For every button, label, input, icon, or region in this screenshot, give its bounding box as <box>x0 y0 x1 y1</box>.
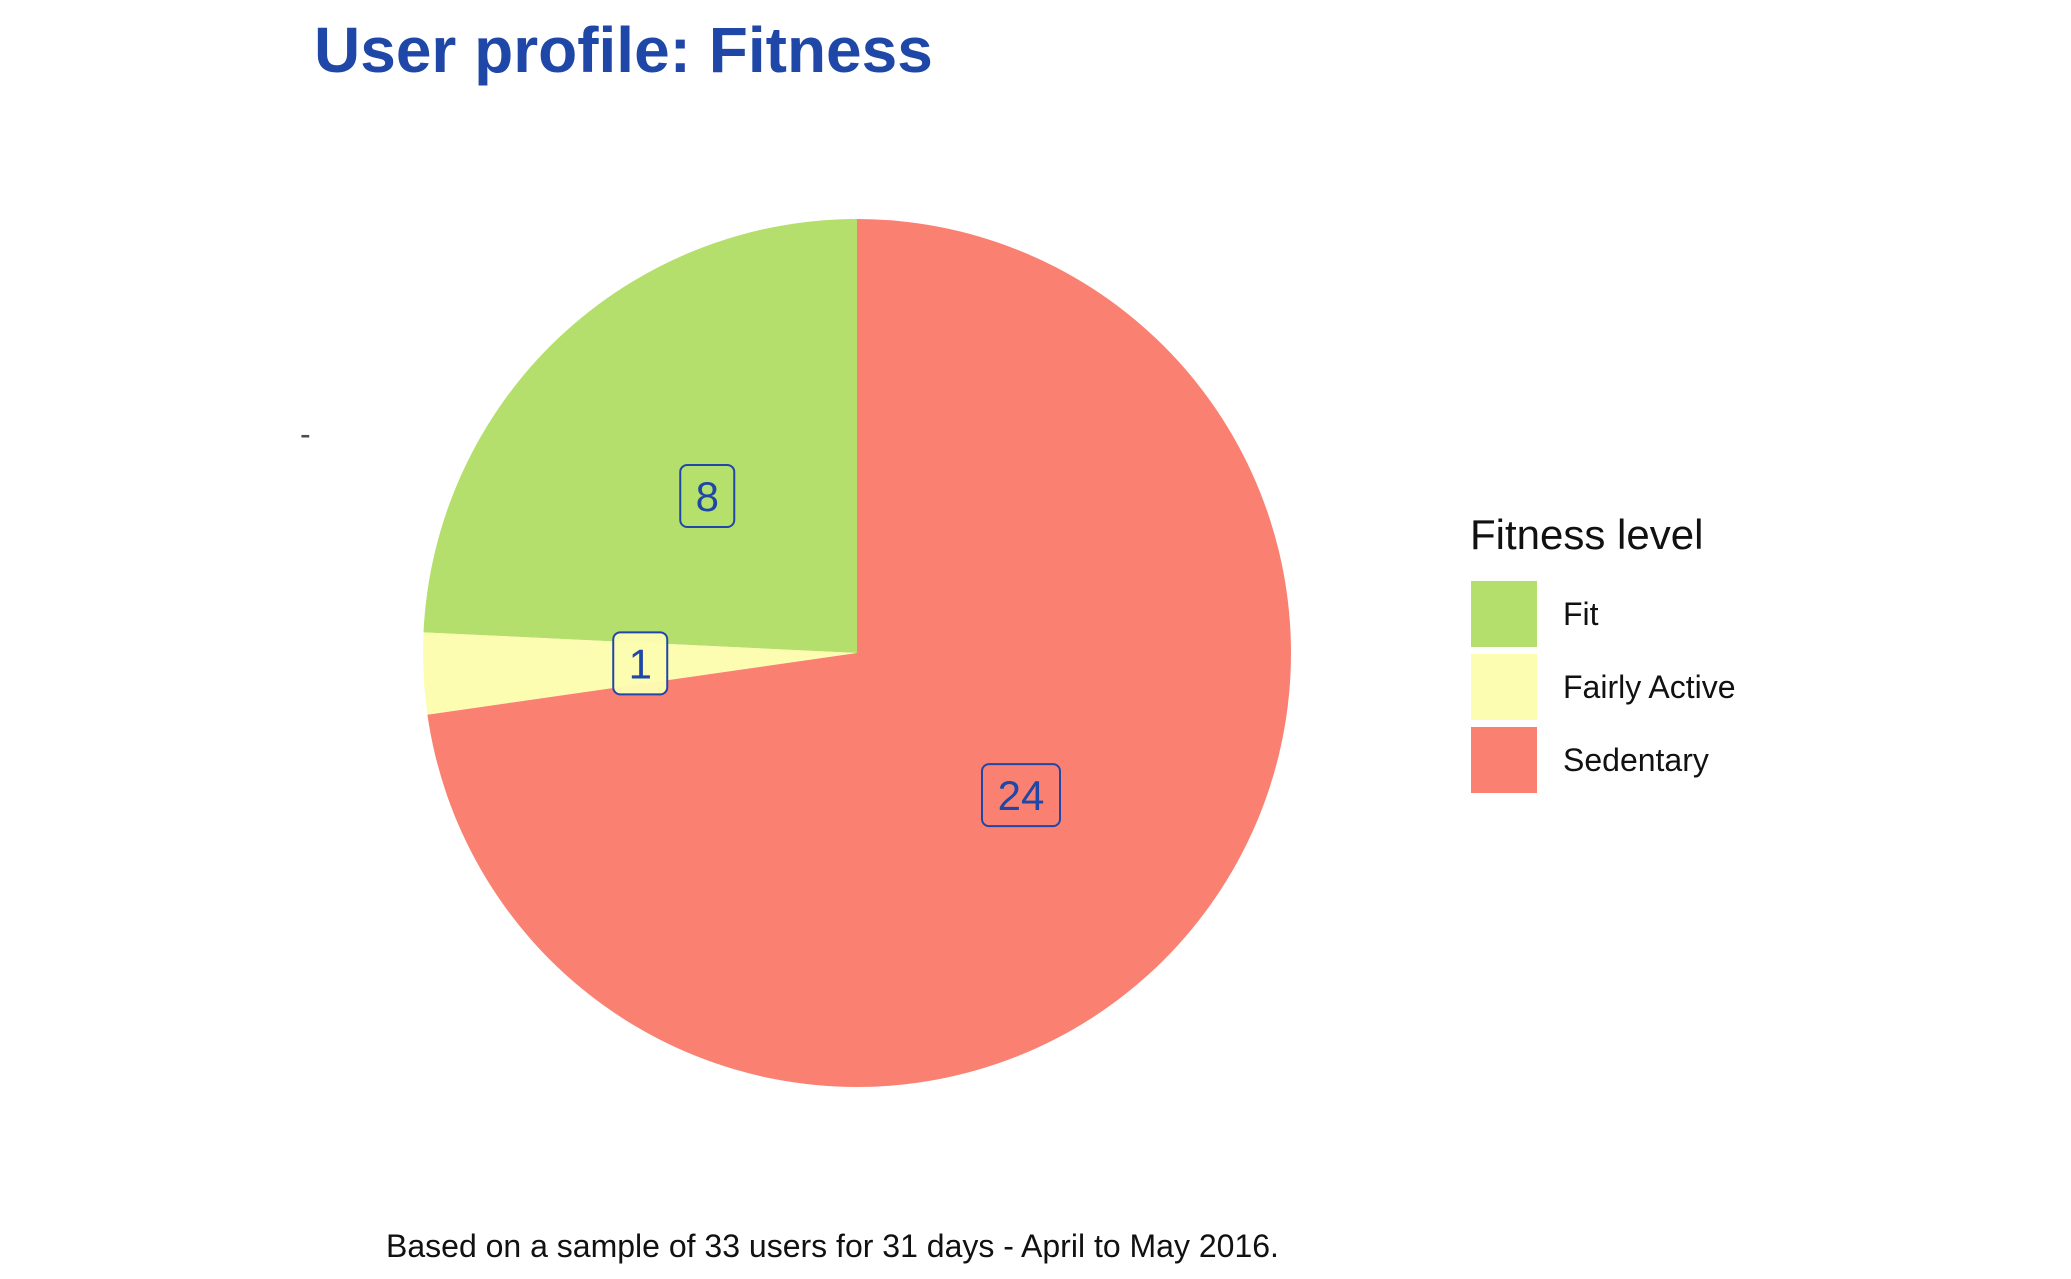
axis-tick-label: - <box>300 416 311 452</box>
data-label-value: 24 <box>998 772 1045 819</box>
data-label-value: 1 <box>629 640 652 687</box>
data-label-fit: 8 <box>679 463 736 528</box>
chart-title: User profile: Fitness <box>314 14 933 86</box>
legend-key-fit <box>1469 579 1539 649</box>
legend-items: Fit Fairly Active Sedentary <box>1469 579 1735 795</box>
data-label-sedentary: 24 <box>980 763 1061 828</box>
legend-label-sedentary: Sedentary <box>1563 742 1709 778</box>
data-label-box <box>679 463 736 528</box>
pie-slice-sedentary <box>427 219 1291 1087</box>
legend-key-sedentary <box>1469 725 1539 795</box>
legend-key-fairly-active <box>1469 652 1539 722</box>
data-label-box <box>980 763 1061 828</box>
pie-slices <box>423 219 1291 1087</box>
pie-data-labels: 8 1 24 <box>612 463 1061 828</box>
data-label-value: 8 <box>696 473 719 520</box>
legend-title: Fitness level <box>1470 511 1703 558</box>
pie-slice-fit <box>423 219 857 653</box>
chart-caption: Based on a sample of 33 users for 31 day… <box>386 1228 1279 1264</box>
legend: Fitness level Fit Fairly Active Sedentary <box>1469 511 1735 795</box>
data-label-box <box>612 631 669 696</box>
data-label-fairly-active: 1 <box>612 631 669 696</box>
legend-label-fit: Fit <box>1563 596 1599 632</box>
legend-label-fairly-active: Fairly Active <box>1563 669 1735 705</box>
